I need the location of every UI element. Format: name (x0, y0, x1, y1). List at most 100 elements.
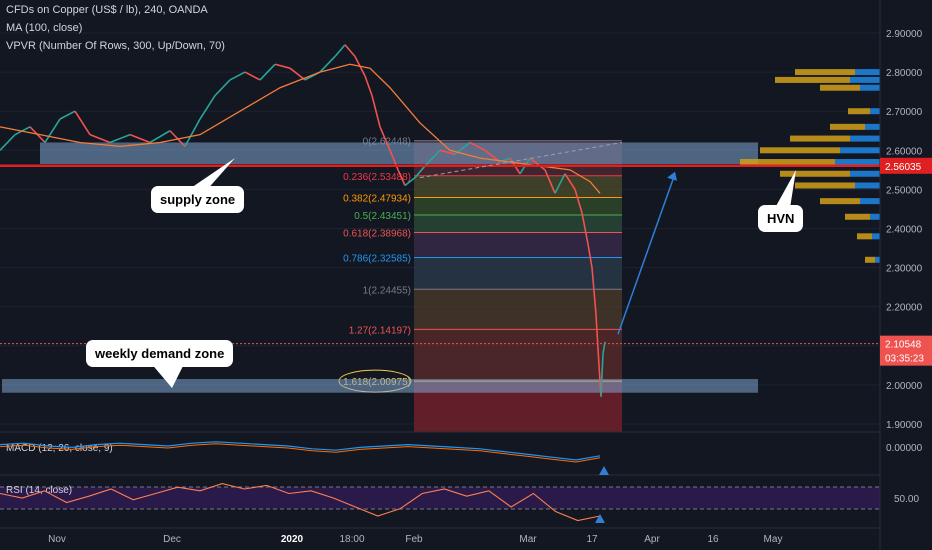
price-segment (274, 63, 291, 69)
volume-profile-up-bar (820, 84, 860, 91)
time-tick-label: May (764, 534, 783, 545)
price-segment (414, 165, 426, 179)
rsi-label: RSI (14, close) (6, 485, 72, 496)
fib-level-label: 0.5(2.43451) (354, 211, 411, 222)
price-segment (424, 149, 441, 167)
price-segment (184, 118, 201, 147)
price-tick-label: 2.20000 (886, 303, 923, 314)
volume-profile-up-bar (820, 198, 860, 205)
fib-band (414, 232, 622, 258)
time-tick-label: 16 (707, 534, 719, 545)
projection-arrow-head (667, 171, 677, 181)
price-segment (600, 353, 604, 397)
price-tick-label: 2.70000 (886, 107, 923, 118)
time-tick-label: 18:00 (339, 534, 364, 545)
price-segment (564, 173, 576, 190)
fib-level-label: 0.382(2.47934) (343, 193, 411, 204)
chart-title: CFDs on Copper (US$ / lb), 240, OANDA (6, 4, 208, 16)
price-segment (379, 126, 391, 151)
fib-band (414, 329, 622, 382)
price-segment (129, 133, 151, 144)
fib-band (414, 215, 622, 233)
volume-profile-down-bar (865, 123, 880, 130)
price-segment (74, 110, 91, 136)
price-segment (109, 133, 131, 144)
fib-band (414, 175, 622, 198)
time-tick-label: 17 (586, 534, 598, 545)
price-segment (229, 71, 246, 81)
price-segment (439, 149, 456, 155)
fib-level-label: 1(2.24455) (363, 285, 411, 296)
volume-profile-down-bar (872, 233, 880, 240)
axis-background (880, 0, 932, 550)
price-tick-label: 2.90000 (886, 29, 923, 40)
fib-level-label: 0.236(2.53488) (343, 172, 411, 183)
price-segment (199, 95, 216, 120)
rsi-band (0, 487, 880, 509)
volume-profile-down-bar (850, 170, 880, 177)
macd-signal-line (0, 443, 601, 463)
volume-profile-up-bar (857, 233, 872, 240)
supply-callout-pointer (185, 158, 235, 192)
projection-arrow (617, 173, 676, 335)
price-segment (554, 173, 566, 194)
price-axis[interactable]: 2.90000 2.80000 2.70000 2.60000 2.50000 2.400… (879, 0, 932, 550)
ma-indicator-label[interactable]: MA (100, close) (6, 22, 83, 34)
volume-profile-down-bar (860, 84, 880, 91)
macd-tick-label: 0.00000 (886, 443, 923, 454)
price-segment (574, 189, 583, 214)
current-price-tag (880, 335, 932, 366)
price-segment (404, 177, 416, 187)
volume-profile-up-bar (795, 182, 855, 189)
time-tick-label: Apr (644, 534, 660, 545)
price-segment (149, 130, 171, 144)
price-tick-label: 2.30000 (886, 264, 923, 275)
price-segment (89, 133, 111, 144)
horizontal-line-tag (880, 157, 932, 174)
volume-profile-up-bar (845, 213, 870, 220)
hvn-callout[interactable]: HVN (758, 205, 804, 232)
supply-zone (40, 142, 758, 164)
time-axis[interactable]: Nov Dec 2020 18:00 Feb Mar 17 Apr 16 May (48, 534, 782, 545)
rsi-tick-label: 50.00 (894, 494, 919, 505)
volume-profile-down-bar (870, 213, 880, 220)
fib-level-label: 1.27(2.14197) (349, 325, 411, 336)
demand-callout-pointer (150, 362, 185, 388)
price-segment (344, 44, 356, 57)
price-segment (44, 118, 61, 143)
vpvr-indicator-label[interactable]: VPVR (Number Of Rows, 300, Up/Down, 70) (6, 40, 225, 52)
supply-zone-callout[interactable]: supply zone (151, 186, 245, 213)
volume-profile-up-bar (865, 256, 875, 263)
macd-line (0, 441, 601, 461)
time-tick-label: Feb (405, 534, 423, 545)
time-tick-label: Dec (163, 534, 181, 545)
price-segment (529, 157, 546, 171)
zones[interactable] (2, 142, 758, 393)
fibonacci-retracement[interactable]: 0(2.62448)0.236(2.53488)0.382(2.47934)0.… (338, 137, 622, 432)
fib-band (414, 197, 622, 216)
volume-profile-up-bar (780, 170, 850, 177)
price-segment (581, 212, 589, 245)
horizontal-line-value: 2.56035 (885, 162, 922, 173)
rsi-pane[interactable]: RSI (14, close) (0, 483, 880, 523)
volume-profile-up-bar (740, 159, 835, 166)
price-segment (319, 55, 336, 73)
price-tick-label: 2.40000 (886, 225, 923, 236)
overlays (0, 141, 932, 529)
price-segment (587, 244, 593, 268)
demand-zone-callout[interactable]: weekly demand zone (86, 340, 234, 367)
price-segment (364, 75, 373, 96)
current-price-value: 2.10548 (885, 340, 922, 351)
time-tick-label: Mar (519, 534, 537, 545)
volume-profile-down-bar (855, 182, 880, 189)
fib-level-label: 0.618(2.38968) (343, 229, 411, 240)
volume-profile-up-bar (830, 123, 865, 130)
price-segment (59, 110, 76, 120)
hvn-callout-pointer (775, 170, 796, 208)
macd-pane[interactable]: MACD (12, 26, close, 9) (0, 441, 609, 475)
price-segment (591, 267, 597, 315)
price-segment (244, 71, 261, 81)
price-segment (289, 67, 306, 81)
price-tick-label: 2.00000 (886, 381, 923, 392)
